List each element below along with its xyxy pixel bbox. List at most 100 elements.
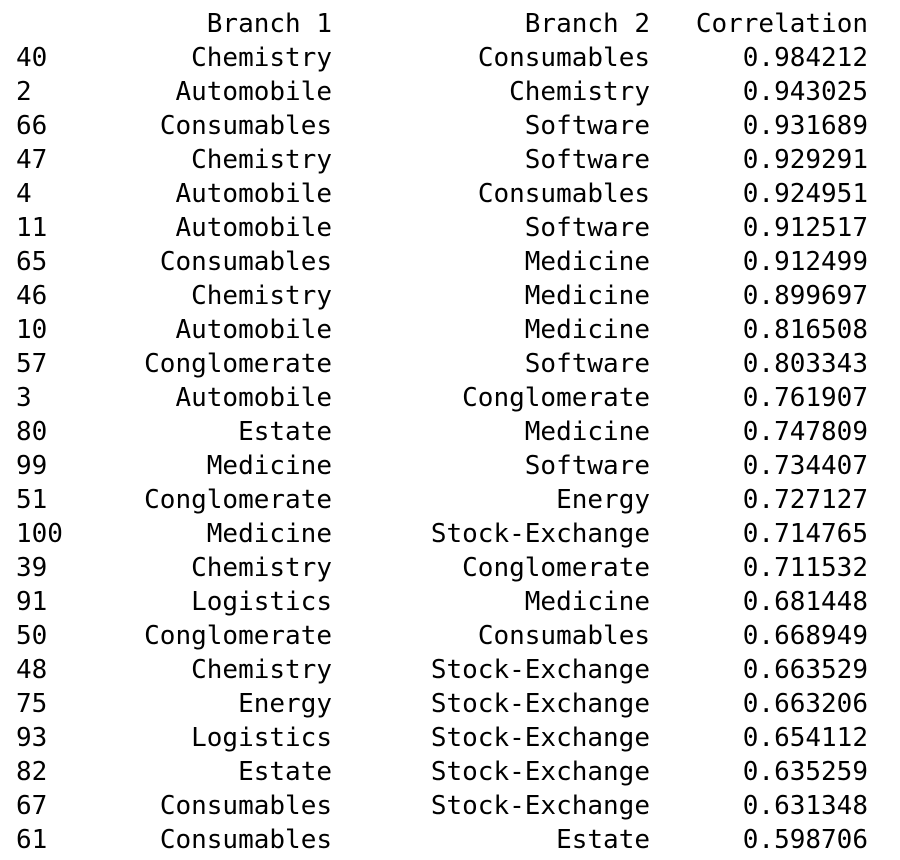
cell-correlation: 0.803343 <box>742 349 868 379</box>
header-row: Branch 1 Branch 2 Correlation <box>16 7 868 41</box>
cell-branch-2: Conglomerate <box>462 553 650 583</box>
cell-branch-1: Consumables <box>159 111 332 141</box>
header-branch-1: Branch 1 <box>206 9 332 39</box>
cell-correlation: 0.598706 <box>742 825 868 855</box>
table-row: 80 Estate Medicine 0.747809 <box>16 415 868 449</box>
table-row: 11 Automobile Software 0.912517 <box>16 211 868 245</box>
cell-branch-1: Medicine <box>206 451 332 481</box>
row-index: 99 <box>16 451 48 481</box>
cell-branch-1: Medicine <box>206 519 332 549</box>
table-row: 67 Consumables Stock-Exchange 0.631348 <box>16 789 868 823</box>
table-row: 93 Logistics Stock-Exchange 0.654112 <box>16 721 868 755</box>
cell-branch-2: Software <box>524 111 650 141</box>
cell-branch-1: Automobile <box>175 383 332 413</box>
cell-branch-2: Medicine <box>524 281 650 311</box>
table-row: 40 Chemistry Consumables 0.984212 <box>16 41 868 75</box>
table-row: 61 Consumables Estate 0.598706 <box>16 823 868 857</box>
cell-branch-1: Consumables <box>159 791 332 821</box>
row-index: 82 <box>16 757 48 787</box>
cell-correlation: 0.912499 <box>742 247 868 277</box>
cell-branch-1: Conglomerate <box>144 349 332 379</box>
row-index: 10 <box>16 315 48 345</box>
cell-branch-1: Conglomerate <box>144 621 332 651</box>
row-index: 2 <box>16 77 32 107</box>
cell-branch-2: Medicine <box>524 315 650 345</box>
cell-branch-2: Chemistry <box>509 77 650 107</box>
cell-branch-1: Conglomerate <box>144 485 332 515</box>
table-header: Branch 1 Branch 2 Correlation <box>16 7 868 41</box>
table-row: 51 Conglomerate Energy 0.727127 <box>16 483 868 517</box>
cell-correlation: 0.816508 <box>742 315 868 345</box>
cell-branch-2: Software <box>524 451 650 481</box>
cell-correlation: 0.761907 <box>742 383 868 413</box>
cell-branch-2: Consumables <box>477 621 650 651</box>
row-index: 100 <box>16 519 63 549</box>
table-row: 91 Logistics Medicine 0.681448 <box>16 585 868 619</box>
table-body: 40 Chemistry Consumables 0.984212 2 Automobil… <box>16 41 868 857</box>
row-index: 48 <box>16 655 48 685</box>
cell-branch-2: Medicine <box>524 587 650 617</box>
table-row: 82 Estate Stock-Exchange 0.635259 <box>16 755 868 789</box>
cell-correlation: 0.912517 <box>742 213 868 243</box>
row-index: 3 <box>16 383 32 413</box>
table-row: 99 Medicine Software 0.734407 <box>16 449 868 483</box>
row-index: 47 <box>16 145 48 175</box>
row-index: 66 <box>16 111 48 141</box>
cell-branch-1: Consumables <box>159 825 332 855</box>
header-branch-2: Branch 2 <box>524 9 650 39</box>
table-row: 100 Medicine Stock-Exchange 0.714765 <box>16 517 868 551</box>
cell-branch-1: Estate <box>238 417 332 447</box>
cell-branch-1: Chemistry <box>191 281 332 311</box>
cell-correlation: 0.654112 <box>742 723 868 753</box>
cell-correlation: 0.663206 <box>742 689 868 719</box>
table-row: 3 Automobile Conglomerate 0.761907 <box>16 381 868 415</box>
cell-branch-2: Software <box>524 349 650 379</box>
row-index: 50 <box>16 621 48 651</box>
row-index: 80 <box>16 417 48 447</box>
cell-branch-1: Chemistry <box>191 43 332 73</box>
row-index: 93 <box>16 723 48 753</box>
table-row: 10 Automobile Medicine 0.816508 <box>16 313 868 347</box>
cell-branch-2: Consumables <box>477 179 650 209</box>
cell-branch-2: Medicine <box>524 247 650 277</box>
cell-correlation: 0.663529 <box>742 655 868 685</box>
row-index: 57 <box>16 349 48 379</box>
cell-correlation: 0.747809 <box>742 417 868 447</box>
table-row: 48 Chemistry Stock-Exchange 0.663529 <box>16 653 868 687</box>
row-index: 40 <box>16 43 48 73</box>
cell-branch-1: Consumables <box>159 247 332 277</box>
cell-branch-1: Chemistry <box>191 655 332 685</box>
cell-branch-2: Stock-Exchange <box>430 757 650 787</box>
table-row: 2 Automobile Chemistry 0.943025 <box>16 75 868 109</box>
cell-branch-2: Stock-Exchange <box>430 655 650 685</box>
cell-branch-2: Medicine <box>524 417 650 447</box>
row-index: 39 <box>16 553 48 583</box>
cell-branch-1: Logistics <box>191 587 332 617</box>
cell-correlation: 0.929291 <box>742 145 868 175</box>
cell-correlation: 0.714765 <box>742 519 868 549</box>
row-index: 67 <box>16 791 48 821</box>
row-index: 51 <box>16 485 48 515</box>
row-index: 4 <box>16 179 32 209</box>
table-row: 66 Consumables Software 0.931689 <box>16 109 868 143</box>
cell-correlation: 0.734407 <box>742 451 868 481</box>
table-row: 57 Conglomerate Software 0.803343 <box>16 347 868 381</box>
cell-branch-2: Stock-Exchange <box>430 689 650 719</box>
cell-correlation: 0.727127 <box>742 485 868 515</box>
correlation-table: Branch 1 Branch 2 Correlation 40 Chemistr… <box>16 7 868 857</box>
cell-branch-1: Chemistry <box>191 145 332 175</box>
table-row: 47 Chemistry Software 0.929291 <box>16 143 868 177</box>
row-index: 65 <box>16 247 48 277</box>
table-row: 50 Conglomerate Consumables 0.668949 <box>16 619 868 653</box>
cell-correlation: 0.668949 <box>742 621 868 651</box>
table-row: 4 Automobile Consumables 0.924951 <box>16 177 868 211</box>
table-row: 39 Chemistry Conglomerate 0.711532 <box>16 551 868 585</box>
cell-correlation: 0.711532 <box>742 553 868 583</box>
cell-branch-1: Estate <box>238 757 332 787</box>
cell-correlation: 0.635259 <box>742 757 868 787</box>
cell-branch-1: Automobile <box>175 213 332 243</box>
table-row: 75 Energy Stock-Exchange 0.663206 <box>16 687 868 721</box>
cell-correlation: 0.631348 <box>742 791 868 821</box>
header-index <box>16 7 112 41</box>
row-index: 11 <box>16 213 48 243</box>
